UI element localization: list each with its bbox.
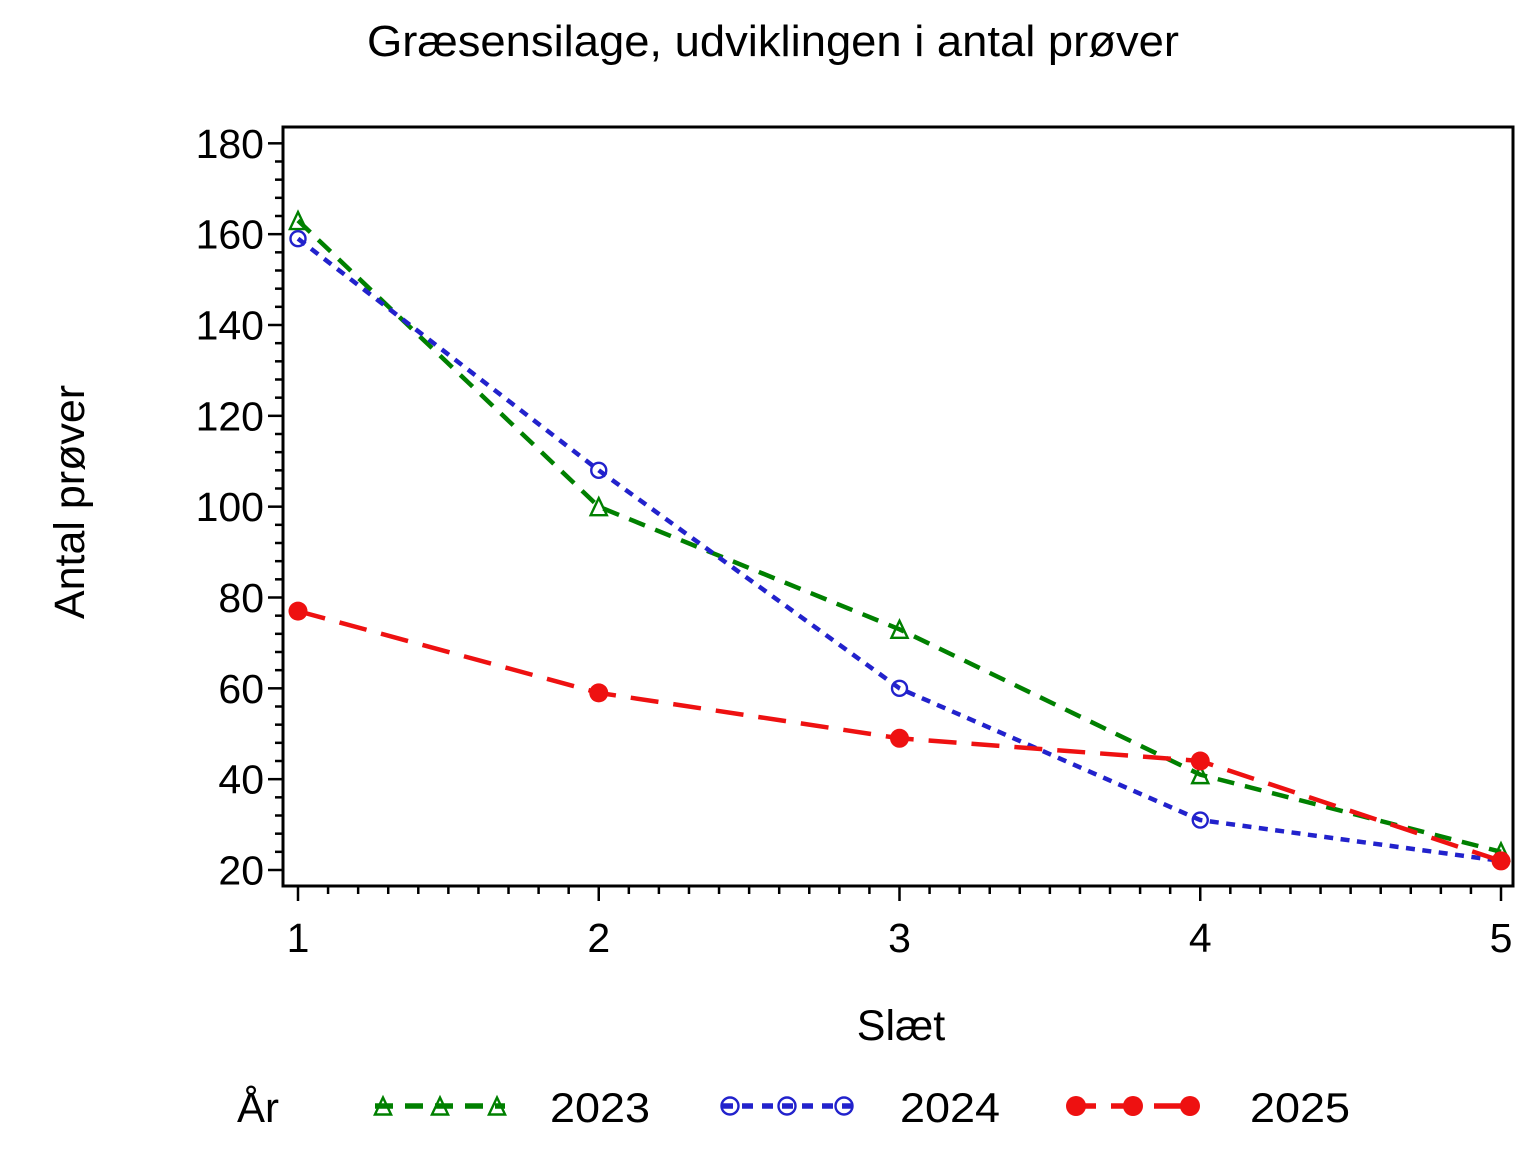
y-tick-label: 80 bbox=[218, 575, 264, 621]
x-tick-label: 2 bbox=[587, 915, 610, 961]
series-2025-marker bbox=[890, 728, 909, 748]
series-2025-marker bbox=[1190, 751, 1210, 771]
legend: År 2023 2024 2025 bbox=[237, 1084, 1350, 1131]
series-2023 bbox=[288, 209, 1511, 862]
series-2025-marker bbox=[589, 683, 609, 703]
series-2024-marker bbox=[890, 679, 909, 698]
series-2025 bbox=[288, 601, 1511, 871]
series-2023-marker bbox=[889, 617, 910, 639]
legend-swatch-marker bbox=[487, 1094, 507, 1116]
y-tick-label: 20 bbox=[218, 848, 264, 894]
legend-title: År bbox=[237, 1084, 279, 1131]
x-axis: 1 2 3 4 5 bbox=[287, 886, 1513, 961]
legend-swatch-marker bbox=[430, 1094, 450, 1116]
series-2024-marker bbox=[590, 461, 608, 480]
legend-swatch-marker bbox=[834, 1096, 854, 1116]
plot-frame bbox=[281, 125, 1515, 888]
y-tick-label: 140 bbox=[196, 302, 264, 348]
x-tick-label: 3 bbox=[888, 915, 911, 961]
series-2024 bbox=[289, 230, 1510, 870]
series-2023-line bbox=[296, 218, 1502, 855]
legend-item-2025: 2025 bbox=[1066, 1084, 1350, 1131]
legend-swatch-marker bbox=[1180, 1096, 1200, 1116]
series-2023-marker bbox=[1190, 763, 1211, 785]
series-2024-marker bbox=[1191, 811, 1209, 829]
series-2025-marker bbox=[1491, 851, 1511, 871]
legend-label: 2023 bbox=[550, 1084, 650, 1131]
series-2023-marker bbox=[288, 209, 308, 231]
legend-item-2023: 2023 bbox=[373, 1084, 650, 1131]
legend-swatch-marker bbox=[720, 1096, 740, 1116]
legend-label: 2025 bbox=[1250, 1084, 1350, 1131]
y-axis-title: Antal prøver bbox=[46, 385, 94, 619]
legend-swatch-marker bbox=[777, 1096, 797, 1116]
legend-swatch-marker bbox=[1066, 1096, 1086, 1116]
chart-title: Græsensilage, udviklingen i antal prøver bbox=[367, 17, 1179, 66]
series-2023-marker bbox=[588, 495, 609, 517]
y-tick-label: 40 bbox=[218, 757, 264, 803]
series-2025-marker bbox=[288, 601, 308, 621]
y-axis: 20 40 60 80 100 120 140 160 180 bbox=[196, 121, 283, 894]
legend-label: 2024 bbox=[900, 1084, 1000, 1131]
y-tick-label: 180 bbox=[196, 121, 264, 167]
x-tick-label: 4 bbox=[1189, 915, 1212, 961]
y-tick-label: 160 bbox=[196, 212, 264, 258]
series-2024-marker bbox=[289, 230, 307, 248]
x-axis-title: Slæt bbox=[857, 1002, 945, 1050]
x-tick-label: 5 bbox=[1490, 915, 1513, 961]
legend-item-2024: 2024 bbox=[720, 1084, 1000, 1131]
legend-swatch-marker bbox=[373, 1094, 393, 1116]
y-tick-label: 60 bbox=[218, 666, 264, 712]
y-tick-label: 100 bbox=[196, 484, 264, 530]
series-2024-line bbox=[296, 236, 1502, 864]
legend-swatch-marker bbox=[1123, 1096, 1143, 1116]
y-tick-label: 120 bbox=[196, 393, 264, 439]
x-tick-label: 1 bbox=[287, 915, 310, 961]
